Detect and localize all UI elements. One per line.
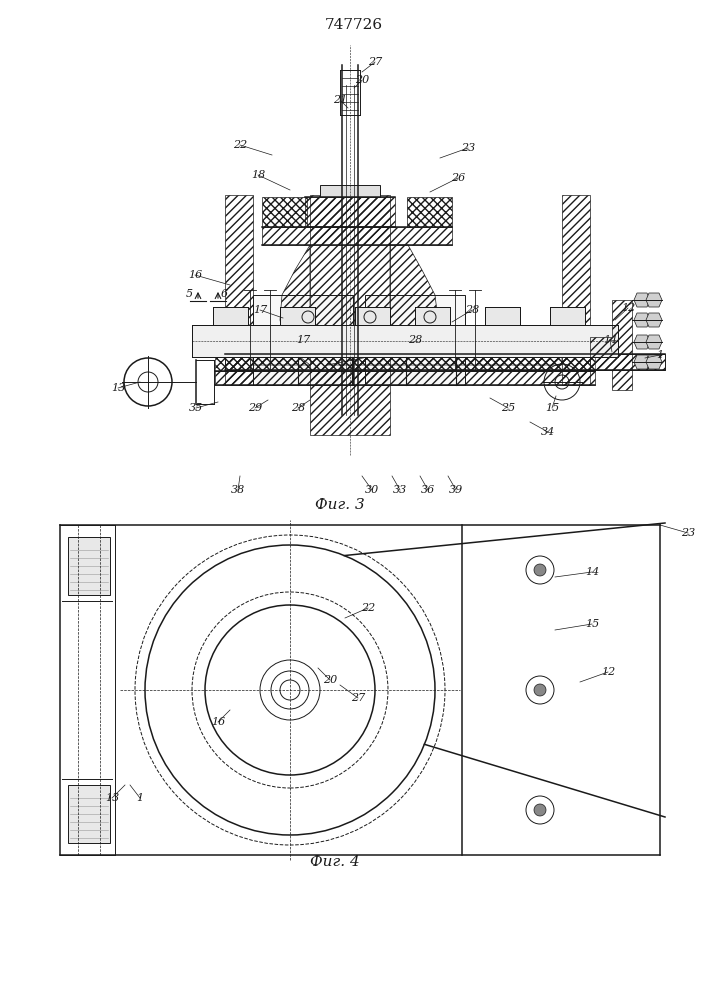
Text: 38: 38 bbox=[231, 485, 245, 495]
Text: 33: 33 bbox=[393, 485, 407, 495]
Text: 26: 26 bbox=[451, 173, 465, 183]
Polygon shape bbox=[646, 355, 662, 369]
Text: Фиг. 4: Фиг. 4 bbox=[310, 855, 360, 869]
Text: 1: 1 bbox=[136, 793, 144, 803]
Text: 23: 23 bbox=[461, 143, 475, 153]
Text: 14: 14 bbox=[603, 335, 617, 345]
Text: 13: 13 bbox=[111, 383, 125, 393]
Text: Фиг. 3: Фиг. 3 bbox=[315, 498, 365, 512]
Text: 18: 18 bbox=[251, 170, 265, 180]
Text: 5: 5 bbox=[186, 289, 193, 299]
Polygon shape bbox=[68, 537, 110, 595]
Polygon shape bbox=[213, 307, 248, 325]
Text: 15: 15 bbox=[545, 403, 559, 413]
Text: 13: 13 bbox=[105, 793, 119, 803]
Polygon shape bbox=[550, 307, 585, 325]
Text: 36: 36 bbox=[421, 485, 435, 495]
Polygon shape bbox=[634, 355, 650, 369]
Text: 25: 25 bbox=[501, 403, 515, 413]
Polygon shape bbox=[634, 293, 650, 307]
Text: 29: 29 bbox=[248, 403, 262, 413]
Text: 23: 23 bbox=[681, 528, 695, 538]
Text: 747726: 747726 bbox=[325, 18, 383, 32]
Polygon shape bbox=[634, 313, 650, 327]
Polygon shape bbox=[646, 313, 662, 327]
Polygon shape bbox=[365, 295, 465, 385]
Polygon shape bbox=[646, 293, 662, 307]
Text: 12: 12 bbox=[621, 303, 635, 313]
Text: 17: 17 bbox=[253, 305, 267, 315]
Text: 35: 35 bbox=[189, 403, 203, 413]
Polygon shape bbox=[634, 335, 650, 349]
Polygon shape bbox=[253, 295, 353, 385]
Text: 34: 34 bbox=[541, 427, 555, 437]
Text: 39: 39 bbox=[449, 485, 463, 495]
Text: 17: 17 bbox=[296, 335, 310, 345]
Polygon shape bbox=[320, 185, 380, 197]
Text: 28: 28 bbox=[291, 403, 305, 413]
Text: 16: 16 bbox=[211, 717, 225, 727]
Polygon shape bbox=[68, 785, 110, 843]
Text: 22: 22 bbox=[361, 603, 375, 613]
Text: 1: 1 bbox=[656, 350, 664, 360]
Text: 20: 20 bbox=[355, 75, 369, 85]
Polygon shape bbox=[355, 307, 390, 325]
Text: 30: 30 bbox=[365, 485, 379, 495]
Text: 28: 28 bbox=[408, 335, 422, 345]
Text: 12: 12 bbox=[601, 667, 615, 677]
Polygon shape bbox=[485, 307, 520, 325]
Text: 28: 28 bbox=[465, 305, 479, 315]
Text: 20: 20 bbox=[323, 675, 337, 685]
Circle shape bbox=[534, 804, 546, 816]
Text: 6: 6 bbox=[221, 289, 228, 299]
Text: 21: 21 bbox=[333, 95, 347, 105]
Circle shape bbox=[534, 684, 546, 696]
Polygon shape bbox=[415, 307, 450, 325]
Circle shape bbox=[534, 564, 546, 576]
Text: 15: 15 bbox=[585, 619, 599, 629]
Text: 22: 22 bbox=[233, 140, 247, 150]
Text: 14: 14 bbox=[585, 567, 599, 577]
Polygon shape bbox=[280, 307, 315, 325]
Text: 27: 27 bbox=[368, 57, 382, 67]
Text: 16: 16 bbox=[188, 270, 202, 280]
Polygon shape bbox=[646, 335, 662, 349]
Text: 27: 27 bbox=[351, 693, 365, 703]
Polygon shape bbox=[192, 325, 618, 357]
